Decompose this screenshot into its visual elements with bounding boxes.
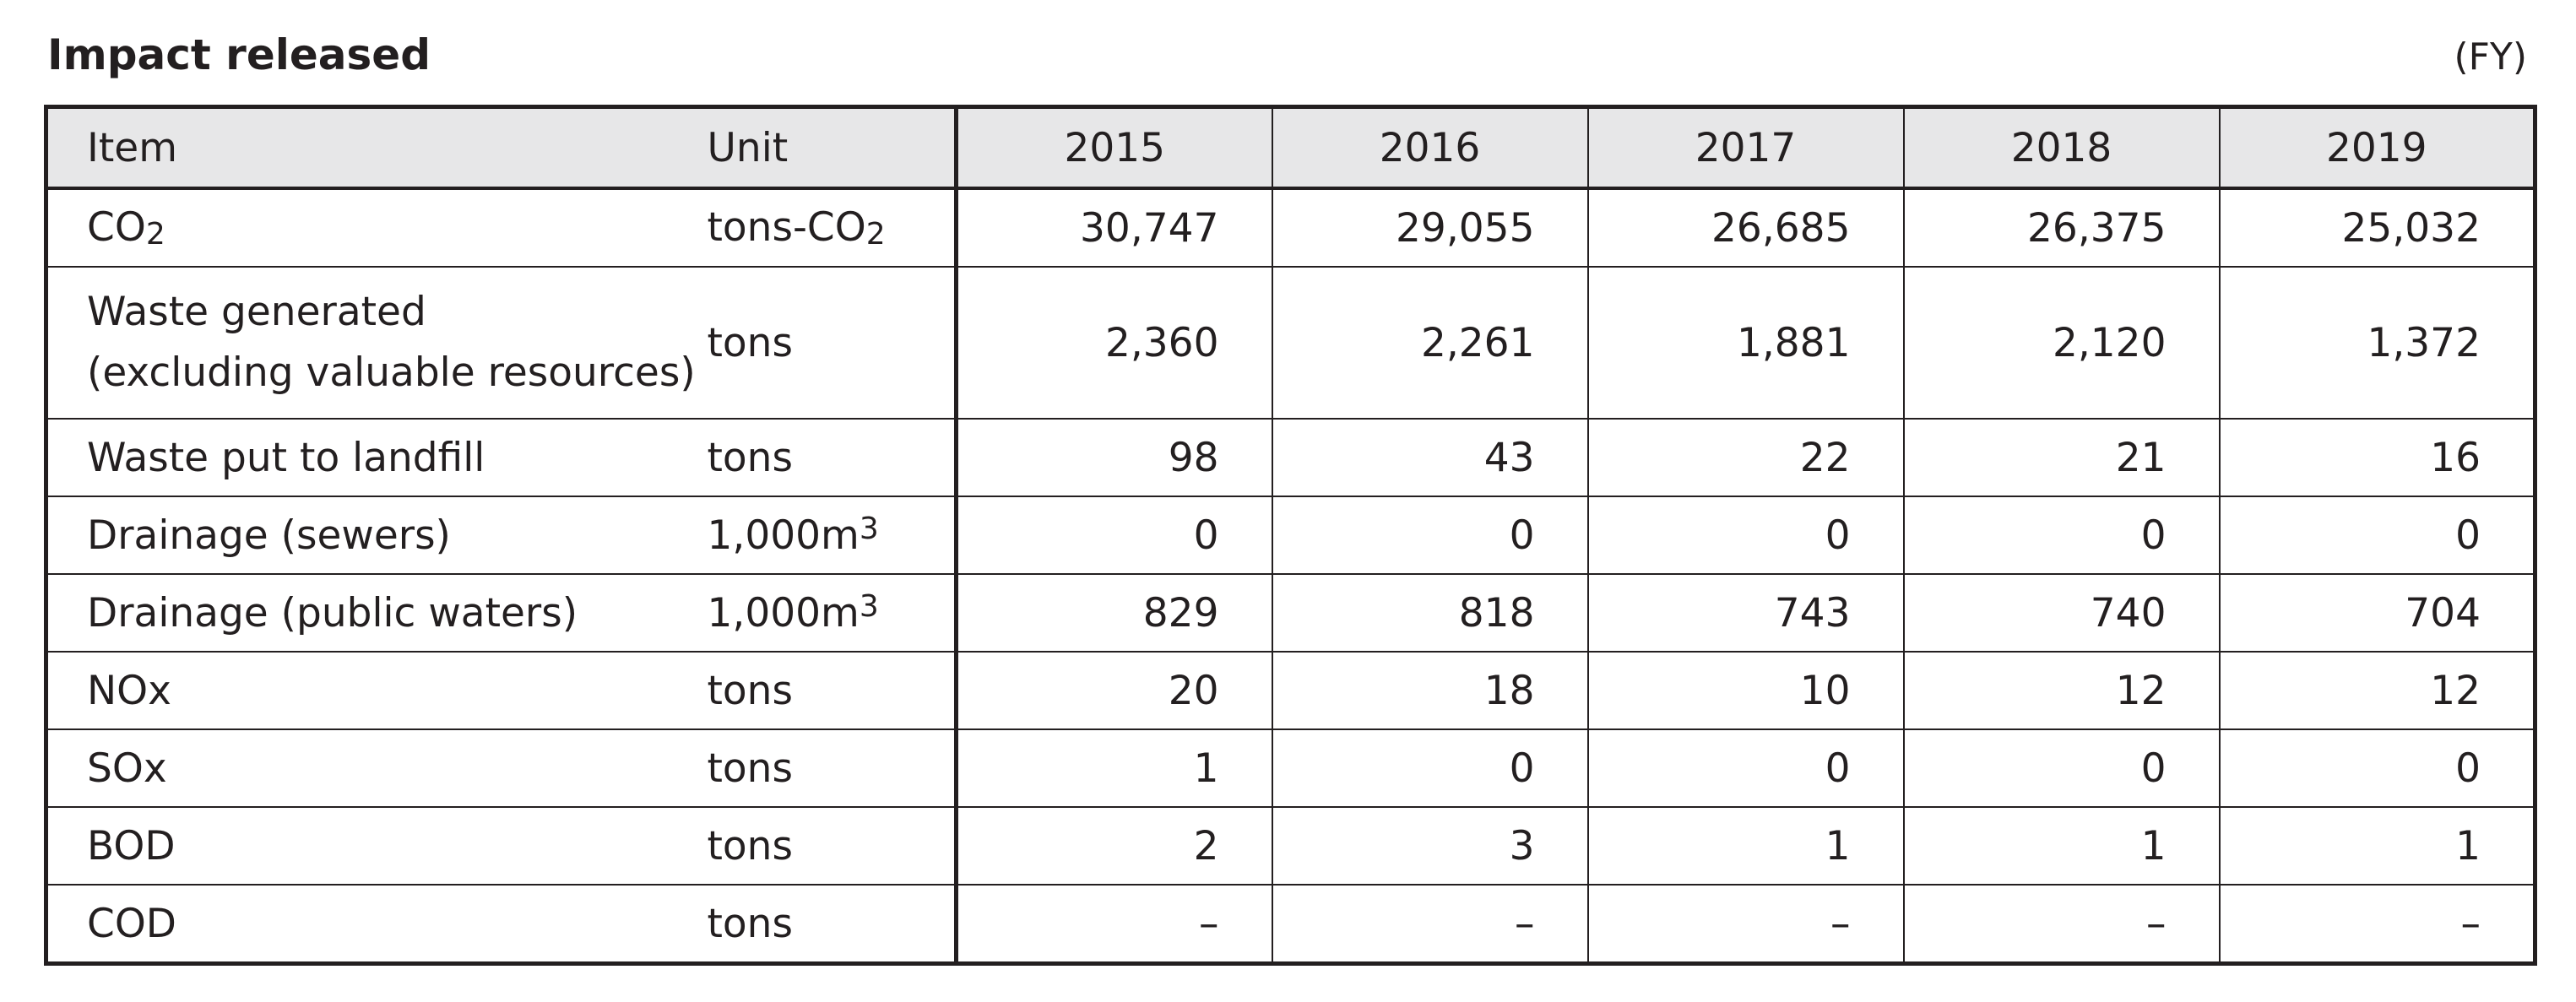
cell-value: 22 bbox=[1586, 418, 1904, 497]
row-unit: tons bbox=[707, 266, 957, 420]
cell-value: 2,360 bbox=[954, 266, 1272, 420]
cell-value: 0 bbox=[1902, 496, 2220, 575]
column-header-year: 2019 bbox=[2218, 106, 2535, 190]
impact-released-table: Item Unit 2015 2016 2017 2018 2019 CO2 t… bbox=[44, 105, 2537, 966]
table-row: Drainage (sewers) 1,000m3 0 0 0 0 0 bbox=[46, 496, 2535, 575]
cell-value: 1 bbox=[2218, 806, 2535, 886]
row-unit: tons bbox=[707, 651, 957, 730]
table-row: Waste put to landfill tons 98 43 22 21 1… bbox=[46, 418, 2535, 497]
row-unit: tons bbox=[707, 806, 957, 886]
cell-value: 10 bbox=[1586, 651, 1904, 730]
cell-value: 0 bbox=[954, 496, 1272, 575]
column-header-year: 2017 bbox=[1586, 106, 1904, 190]
table-title: Impact released bbox=[47, 30, 431, 79]
table-row: Drainage (public waters) 1,000m3 829 818… bbox=[46, 573, 2535, 653]
cell-value: 0 bbox=[2218, 496, 2535, 575]
row-item: Drainage (public waters) bbox=[46, 573, 708, 653]
cell-value: 829 bbox=[954, 573, 1272, 653]
cell-value: 98 bbox=[954, 418, 1272, 497]
row-unit: tons bbox=[707, 728, 957, 808]
column-header-item: Item bbox=[46, 106, 708, 190]
cell-value: 25,032 bbox=[2218, 187, 2535, 268]
cell-value: 1,372 bbox=[2218, 266, 2535, 420]
table-row: NOx tons 20 18 10 12 12 bbox=[46, 651, 2535, 730]
cell-value: 0 bbox=[1271, 728, 1588, 808]
cell-value: 2,261 bbox=[1271, 266, 1588, 420]
table-row: COD tons – – – – – bbox=[46, 884, 2535, 965]
cell-value: 0 bbox=[1586, 728, 1904, 808]
row-item: NOx bbox=[46, 651, 708, 730]
row-item: BOD bbox=[46, 806, 708, 886]
cell-value: 30,747 bbox=[954, 187, 1272, 268]
cell-value: 12 bbox=[2218, 651, 2535, 730]
row-item: COD bbox=[46, 884, 708, 965]
table-row: Waste generated (excluding valuable resou… bbox=[46, 266, 2535, 420]
row-item: Waste generated (excluding valuable resou… bbox=[46, 266, 708, 420]
row-item: Drainage (sewers) bbox=[46, 496, 708, 575]
cell-value: 0 bbox=[1586, 496, 1904, 575]
row-item: CO2 bbox=[46, 187, 708, 268]
cell-value: 2 bbox=[954, 806, 1272, 886]
table-row: SOx tons 1 0 0 0 0 bbox=[46, 728, 2535, 808]
cell-value: 29,055 bbox=[1271, 187, 1588, 268]
cell-value: – bbox=[954, 884, 1272, 965]
cell-value: 704 bbox=[2218, 573, 2535, 653]
cell-value: 818 bbox=[1271, 573, 1588, 653]
fiscal-year-note: (FY) bbox=[2454, 35, 2527, 79]
column-header-year: 2016 bbox=[1271, 106, 1588, 190]
cell-value: 1 bbox=[954, 728, 1272, 808]
row-unit: tons bbox=[707, 418, 957, 497]
cell-value: 1 bbox=[1902, 806, 2220, 886]
cell-value: 18 bbox=[1271, 651, 1588, 730]
table-row: BOD tons 2 3 1 1 1 bbox=[46, 806, 2535, 886]
cell-value: 0 bbox=[1902, 728, 2220, 808]
cell-value: 20 bbox=[954, 651, 1272, 730]
cell-value: 16 bbox=[2218, 418, 2535, 497]
cell-value: – bbox=[1586, 884, 1904, 965]
cell-value: 12 bbox=[1902, 651, 2220, 730]
cell-value: 743 bbox=[1586, 573, 1904, 653]
column-header-year: 2018 bbox=[1902, 106, 2220, 190]
row-unit: tons bbox=[707, 884, 957, 965]
cell-value: 0 bbox=[2218, 728, 2535, 808]
cell-value: 1,881 bbox=[1586, 266, 1904, 420]
cell-value: – bbox=[1902, 884, 2220, 965]
row-item: Waste put to landfill bbox=[46, 418, 708, 497]
cell-value: 43 bbox=[1271, 418, 1588, 497]
cell-value: 2,120 bbox=[1902, 266, 2220, 420]
table-row: CO2 tons-CO2 30,747 29,055 26,685 26,375… bbox=[46, 187, 2535, 268]
column-header-unit: Unit bbox=[707, 106, 957, 190]
row-unit: 1,000m3 bbox=[707, 496, 957, 575]
cell-value: 21 bbox=[1902, 418, 2220, 497]
cell-value: – bbox=[2218, 884, 2535, 965]
cell-value: 1 bbox=[1586, 806, 1904, 886]
cell-value: 3 bbox=[1271, 806, 1588, 886]
cell-value: 26,685 bbox=[1586, 187, 1904, 268]
header-row: Item Unit 2015 2016 2017 2018 2019 bbox=[46, 106, 2535, 190]
row-unit: 1,000m3 bbox=[707, 573, 957, 653]
cell-value: 740 bbox=[1902, 573, 2220, 653]
row-item: SOx bbox=[46, 728, 708, 808]
cell-value: – bbox=[1271, 884, 1588, 965]
cell-value: 26,375 bbox=[1902, 187, 2220, 268]
cell-value: 0 bbox=[1271, 496, 1588, 575]
column-header-year: 2015 bbox=[954, 106, 1272, 190]
row-unit: tons-CO2 bbox=[707, 187, 957, 268]
